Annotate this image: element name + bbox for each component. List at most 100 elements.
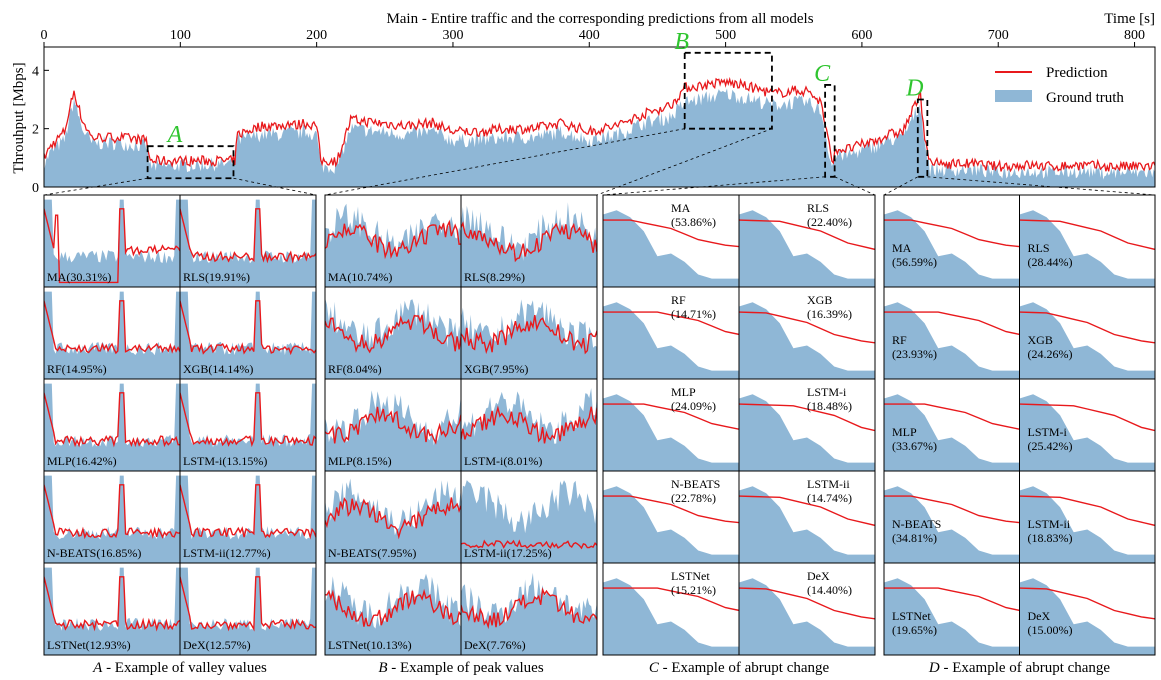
panel-prediction xyxy=(1019,219,1155,251)
caption-letter: D xyxy=(928,660,940,676)
panel-ground-truth xyxy=(603,394,739,471)
caption-B: B - Example of peak values xyxy=(378,660,544,676)
panel-content xyxy=(461,388,597,471)
panel-label-error: (18.48%) xyxy=(807,399,852,413)
time-axis-label: Time [s] xyxy=(1104,11,1155,27)
panel-label-model: XGB xyxy=(1028,333,1053,347)
panel-content xyxy=(461,202,597,287)
panel-ground-truth xyxy=(180,383,316,471)
panel-B-6: N-BEATS(7.95%) xyxy=(324,470,462,564)
panel-prediction xyxy=(325,406,461,445)
panel-label-model: RF xyxy=(892,333,907,347)
region-letter-B: B xyxy=(674,29,689,55)
legend-ground-truth-swatch xyxy=(995,90,1032,102)
panel-ground-truth xyxy=(44,567,180,655)
panel-C-1: RLS(22.40%) xyxy=(738,194,876,288)
legend-prediction-label: Prediction xyxy=(1046,65,1108,81)
panel-content xyxy=(884,210,1020,287)
panel-frame xyxy=(179,562,317,656)
panel-ground-truth xyxy=(884,210,1020,287)
panel-content xyxy=(603,578,739,655)
panel-content xyxy=(603,486,739,563)
panel-ground-truth xyxy=(1019,578,1155,655)
panel-content xyxy=(739,486,875,563)
panel-A-3: XGB(14.14%) xyxy=(179,286,317,380)
panel-content xyxy=(739,578,875,655)
panel-D-2: RF(23.93%) xyxy=(883,286,1020,380)
panel-label-error: (24.26%) xyxy=(1028,347,1073,361)
panel-ground-truth xyxy=(884,578,1020,655)
caption-C: C - Example of abrupt change xyxy=(649,660,830,676)
panel-label: LSTNet(10.13%) xyxy=(328,638,412,652)
panel-A-1: RLS(19.91%) xyxy=(179,194,317,288)
x-tick-label: 400 xyxy=(579,28,600,43)
caption-letter: B xyxy=(378,660,387,676)
panel-label-error: (14.40%) xyxy=(807,583,852,597)
panel-content xyxy=(44,383,180,471)
panel-content xyxy=(884,578,1020,655)
panel-prediction xyxy=(1019,403,1155,432)
panel-B-8: LSTNet(10.13%) xyxy=(324,562,462,656)
panel-ground-truth xyxy=(739,394,875,471)
panel-content xyxy=(1019,578,1155,655)
panel-label: XGB(7.95%) xyxy=(464,362,528,376)
region-connector-B xyxy=(324,128,685,196)
panel-label-error: (19.65%) xyxy=(892,623,937,637)
panel-content xyxy=(1019,210,1155,287)
panel-prediction xyxy=(739,403,875,432)
panel-prediction xyxy=(44,208,180,284)
y-axis-label: Throuhput [Mbps] xyxy=(11,62,27,173)
panel-label-error: (24.09%) xyxy=(671,399,716,413)
main-chart xyxy=(43,46,1156,188)
region-box-B xyxy=(683,51,773,130)
region-connector-A xyxy=(233,177,317,196)
panel-prediction xyxy=(180,300,316,356)
panel-ground-truth xyxy=(739,578,875,655)
panel-ground-truth xyxy=(325,390,461,471)
panel-ground-truth xyxy=(180,291,316,379)
panel-content xyxy=(325,203,461,287)
y-tick-label: 2 xyxy=(32,123,39,138)
panel-prediction xyxy=(603,403,739,430)
panel-B-7: LSTM-ii(17.25%) xyxy=(460,470,598,564)
panel-ground-truth xyxy=(180,567,316,655)
panel-content xyxy=(325,390,461,471)
x-tick-label: 200 xyxy=(306,28,327,43)
panel-label: N-BEATS(16.85%) xyxy=(47,546,141,560)
panel-prediction xyxy=(1019,587,1155,620)
panel-content xyxy=(180,199,316,287)
panel-D-9: DeX(15.00%) xyxy=(1019,562,1156,656)
panel-A-5: LSTM-i(13.15%) xyxy=(179,378,317,472)
panel-prediction xyxy=(180,484,316,540)
caption-text: - Example of valley values xyxy=(102,660,267,676)
panel-prediction xyxy=(1019,495,1155,527)
panel-ground-truth xyxy=(461,299,597,379)
panel-D-0: MA(56.59%) xyxy=(883,194,1020,288)
panel-ground-truth xyxy=(461,572,597,655)
panel-D-7: LSTM-ii(18.83%) xyxy=(1019,470,1156,564)
panel-prediction xyxy=(739,219,875,251)
y-tick-label: 4 xyxy=(32,64,39,79)
panel-D-1: RLS(28.44%) xyxy=(1019,194,1156,288)
panel-prediction xyxy=(44,392,180,448)
prediction-line xyxy=(43,76,1156,173)
panel-frame xyxy=(1019,562,1156,656)
panel-C-8: LSTNet(15.21%) xyxy=(602,562,740,656)
panel-ground-truth xyxy=(325,297,461,379)
panel-prediction xyxy=(461,221,597,263)
panel-C-2: RF(14.71%) xyxy=(602,286,740,380)
panel-label-model: LSTNet xyxy=(671,569,710,583)
caption-letter: C xyxy=(649,660,660,676)
panel-label: RLS(8.29%) xyxy=(464,270,525,284)
panel-label: LSTM-i(8.01%) xyxy=(464,454,542,468)
panel-prediction xyxy=(461,587,597,630)
panel-prediction xyxy=(884,403,1020,430)
panel-content xyxy=(180,383,316,471)
panel-label: LSTM-ii(17.25%) xyxy=(464,546,552,560)
panel-label-error: (22.40%) xyxy=(807,215,852,229)
panel-label-error: (14.74%) xyxy=(807,491,852,505)
panel-label: N-BEATS(7.95%) xyxy=(328,546,416,560)
panel-ground-truth xyxy=(739,302,875,379)
panel-C-0: MA(53.86%) xyxy=(602,194,740,288)
panel-B-5: LSTM-i(8.01%) xyxy=(460,378,598,472)
